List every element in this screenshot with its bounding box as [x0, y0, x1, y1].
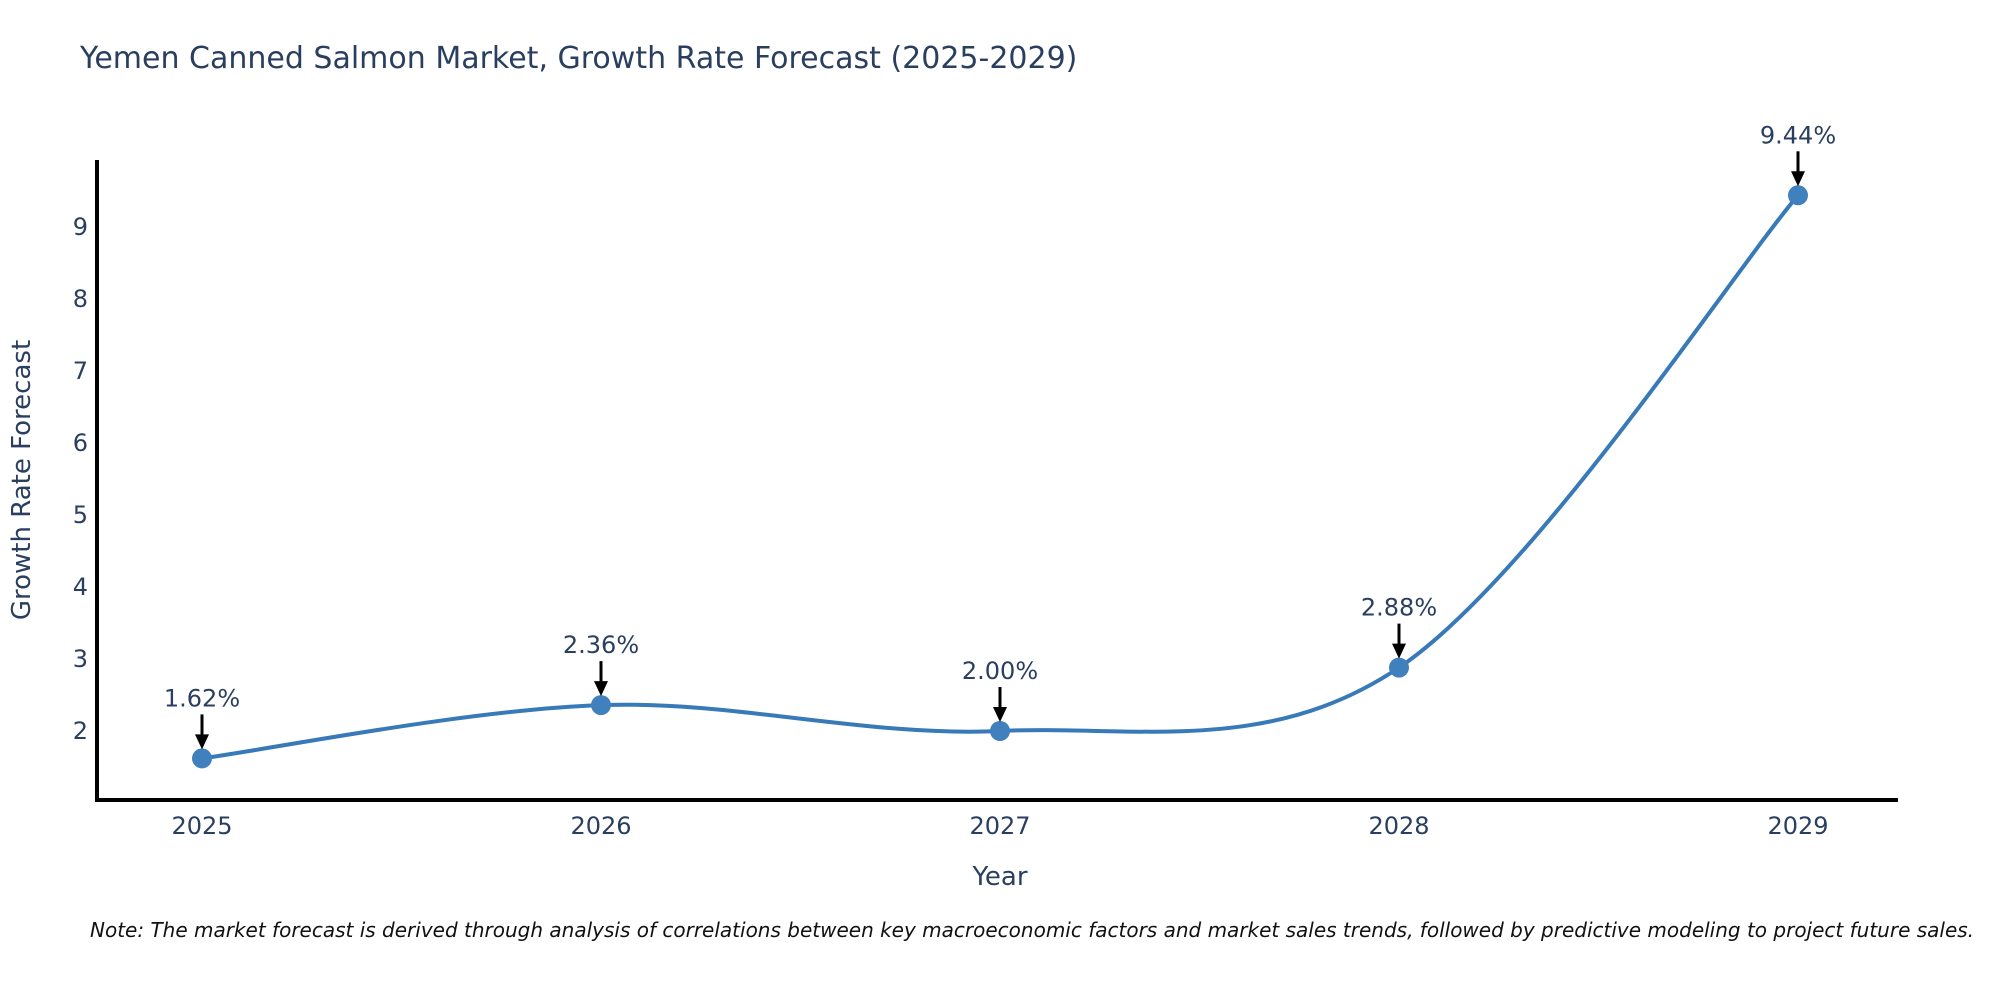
chart-title: Yemen Canned Salmon Market, Growth Rate … — [79, 41, 1077, 76]
x-tick-label: 2028 — [1368, 812, 1429, 840]
x-tick-label: 2025 — [171, 812, 232, 840]
annotation-arrowhead — [1791, 171, 1805, 187]
y-tick-label: 6 — [73, 429, 88, 457]
annotation-label: 9.44% — [1760, 121, 1836, 149]
data-point-marker — [1788, 185, 1808, 206]
y-tick-label: 5 — [73, 501, 88, 529]
data-point-marker — [990, 721, 1010, 741]
data-point-marker — [591, 695, 611, 716]
x-tick-label: 2029 — [1767, 812, 1828, 840]
x-axis-title: Year — [971, 862, 1027, 892]
annotation-label: 1.62% — [164, 684, 240, 712]
y-tick-label: 2 — [73, 717, 88, 745]
x-tick-label: 2026 — [570, 812, 631, 840]
annotation-arrowhead — [993, 707, 1007, 722]
y-tick-label: 7 — [73, 357, 88, 385]
data-point-markers — [192, 185, 1808, 769]
forecast-line — [200, 193, 1800, 761]
annotation-arrowhead — [594, 681, 608, 697]
data-point-annotations: 1.62% 2.36% 2.00% 2.88% 9.44% — [164, 121, 1836, 750]
annotation-arrowhead — [195, 734, 209, 750]
data-point-marker — [192, 748, 212, 769]
footnote: Note: The market forecast is derived thr… — [90, 918, 1975, 942]
y-tick-label: 8 — [73, 285, 88, 313]
y-tick-label: 9 — [73, 213, 88, 241]
y-axis-tick-labels: 2 3 4 5 6 7 8 9 — [73, 213, 88, 745]
annotation-label: 2.36% — [563, 631, 639, 659]
y-axis-title: Growth Rate Forecast — [7, 340, 37, 620]
y-tick-label: 3 — [73, 645, 88, 673]
annotation-label: 2.88% — [1361, 594, 1437, 622]
forecast-line-series — [200, 193, 1800, 761]
y-tick-label: 4 — [73, 573, 88, 601]
x-axis-tick-labels: 2025 2026 2027 2028 2029 — [171, 812, 1828, 840]
annotation-label: 2.00% — [962, 657, 1038, 685]
annotation-arrowhead — [1392, 643, 1406, 659]
x-tick-label: 2027 — [969, 812, 1030, 840]
data-point-marker — [1389, 657, 1409, 678]
